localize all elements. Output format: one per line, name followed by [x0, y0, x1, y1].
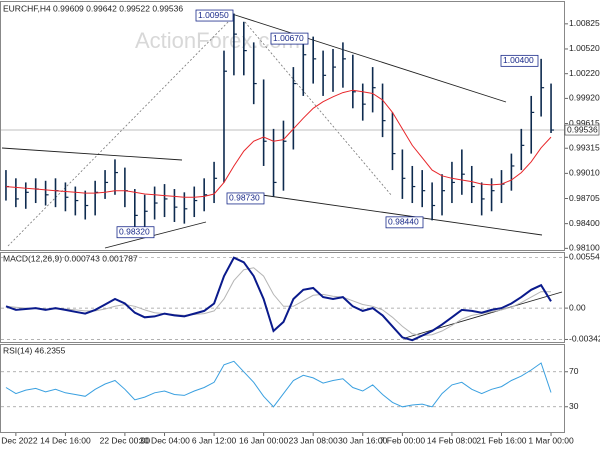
trend-line: [404, 291, 563, 339]
y-tick-label: 0.98705: [569, 193, 600, 203]
trend-line: [104, 221, 207, 249]
price-label-box: [500, 54, 539, 67]
y-tick-label: 1.00220: [569, 68, 600, 78]
x-tick-label: 22 Dec 00:00: [100, 435, 151, 445]
trend-line: [1, 147, 183, 161]
trend-line: [7, 15, 235, 247]
x-tick-label: 21 Feb 16:00: [476, 435, 526, 445]
y-tick-label: 30: [569, 401, 579, 411]
y-tick-label: 0.99615: [569, 118, 600, 128]
macd-title: MACD(12,26,9) 0.000743 0.001787: [3, 253, 138, 263]
x-tick-label: 14 Feb 08:00: [427, 435, 477, 445]
y-tick-label: 0.98100: [569, 243, 600, 253]
price-label-box: [195, 9, 234, 22]
x-tick-label: 7 Feb 00:00: [380, 435, 426, 445]
indicator-line: [5, 360, 552, 408]
indicator-line: [5, 89, 552, 198]
trend-line: [244, 21, 393, 197]
trend-line: [261, 194, 543, 236]
y-tick-label: 70: [569, 366, 579, 376]
x-tick-label: 6 Jan 12:00: [192, 435, 237, 445]
price-label-box: [116, 226, 155, 239]
indicator-line: [5, 267, 552, 337]
price-label-box: [270, 32, 309, 45]
y-tick-label: 0.99920: [569, 93, 600, 103]
y-tick-label: 0.99315: [569, 142, 600, 152]
price-label: 1.00670: [273, 33, 304, 43]
x-tick-label: 14 Dec 16:00: [40, 435, 91, 445]
trend-line: [231, 13, 507, 103]
x-tick-label: 30 Dec 04:00: [139, 435, 190, 445]
x-tick-label: 7 Dec 2022: [0, 435, 38, 445]
price-label: 0.98730: [229, 193, 260, 203]
rsi-frame: [0, 344, 565, 433]
price-title: EURCHF,H4 0.99609 0.99642 0.99522 0.9953…: [3, 3, 183, 13]
last-price-box: [564, 124, 600, 136]
price-frame: [0, 1, 565, 251]
last-price-label: 0.99536: [567, 124, 598, 134]
macd-frame: [0, 252, 565, 343]
x-tick-label: 30 Jan 16:00: [338, 435, 387, 445]
y-tick-label: -0.003423: [569, 334, 600, 344]
y-tick-label: 0.00: [569, 302, 586, 312]
y-tick-label: 1.00520: [569, 43, 600, 53]
y-tick-label: 0.98400: [569, 218, 600, 228]
indicator-line: [5, 256, 552, 342]
x-tick-label: 16 Jan 00:00: [239, 435, 288, 445]
price-label: 1.00950: [198, 10, 229, 20]
price-label: 0.98440: [388, 217, 419, 227]
y-tick-label: 0.99010: [569, 168, 600, 178]
price-label: 1.00400: [503, 55, 534, 65]
rsi-title: RSI(14) 46.2355: [3, 345, 66, 355]
y-tick-label: 0.005546: [569, 252, 600, 262]
price-label-box: [385, 216, 424, 229]
x-tick-label: 23 Jan 08:00: [289, 435, 338, 445]
x-tick-label: 1 Mar 00:00: [528, 435, 574, 445]
y-tick-label: 1.00825: [569, 18, 600, 28]
price-label: 0.98320: [119, 226, 150, 236]
price-label-box: [226, 192, 265, 205]
